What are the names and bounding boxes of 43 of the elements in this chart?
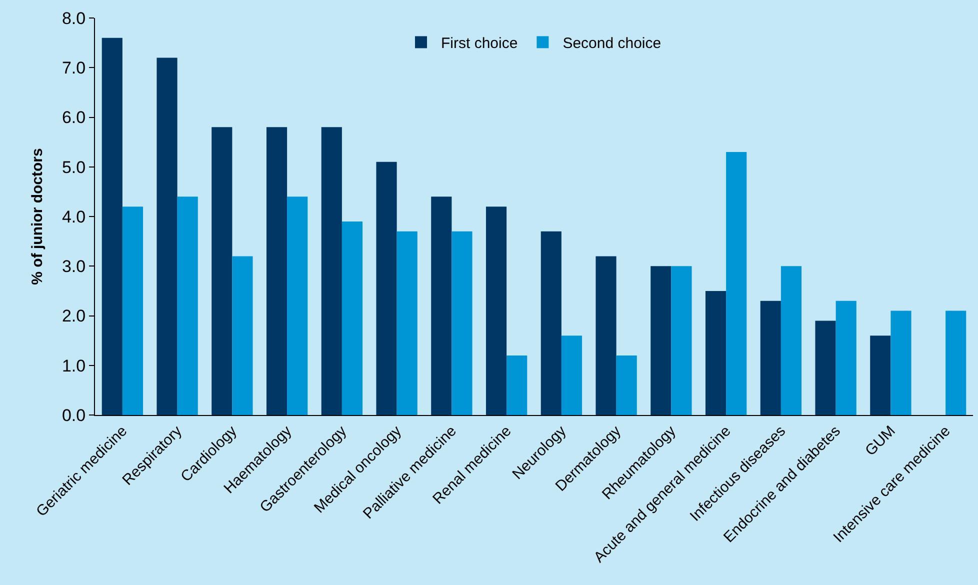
y-tick-label: 2.0 <box>62 306 86 326</box>
bar <box>760 300 781 415</box>
bar <box>321 127 342 415</box>
y-tick-label: 6.0 <box>62 108 86 128</box>
bar <box>870 336 891 415</box>
bar <box>780 266 802 415</box>
bar <box>287 196 308 415</box>
bar <box>156 58 178 415</box>
bar <box>561 336 582 415</box>
y-tick-label: 3.0 <box>62 257 86 276</box>
bar <box>671 266 692 415</box>
bar <box>396 231 418 415</box>
bar <box>486 206 507 415</box>
legend-label: First choice <box>441 35 518 52</box>
bar <box>540 231 562 415</box>
bar <box>342 221 363 415</box>
bar <box>102 38 122 415</box>
bar <box>431 196 452 415</box>
bar <box>452 231 472 415</box>
bar <box>266 127 288 415</box>
bar <box>726 152 747 415</box>
bar <box>815 320 836 415</box>
bar <box>650 266 672 415</box>
legend-label: Second choice <box>562 35 662 52</box>
bar <box>946 310 966 415</box>
bar <box>177 196 198 415</box>
bar <box>122 206 144 415</box>
bar <box>232 256 253 415</box>
y-tick-label: 8.0 <box>62 8 86 28</box>
y-tick-label: 7.0 <box>62 58 86 78</box>
y-axis-title: % of junior doctors <box>29 148 46 285</box>
bar <box>616 355 637 415</box>
bar <box>212 127 232 415</box>
bar <box>890 310 912 415</box>
y-tick-label: 5.0 <box>62 158 86 177</box>
bar <box>705 290 726 415</box>
y-tick-label: 1.0 <box>62 356 86 376</box>
y-tick-label: 0.0 <box>62 406 86 425</box>
bar <box>376 162 397 415</box>
bar <box>836 300 856 415</box>
bar <box>506 355 528 415</box>
bar <box>596 256 616 415</box>
y-tick-label: 4.0 <box>62 207 86 226</box>
